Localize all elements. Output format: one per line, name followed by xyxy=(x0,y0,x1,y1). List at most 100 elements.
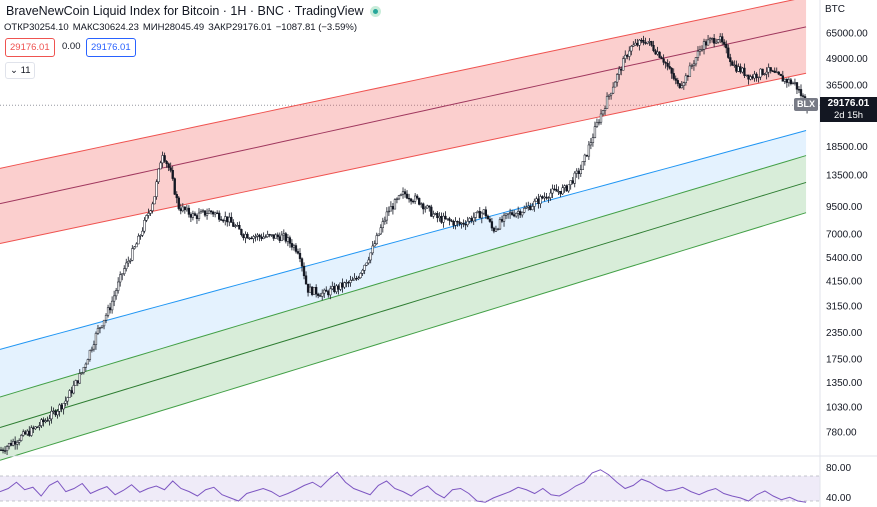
candle xyxy=(700,49,704,51)
candle xyxy=(62,403,65,410)
candle xyxy=(593,126,597,138)
candle xyxy=(349,280,352,283)
candle xyxy=(3,450,7,452)
candle xyxy=(298,253,302,259)
low-label: МИН xyxy=(142,22,165,33)
candle xyxy=(272,234,275,239)
candle xyxy=(159,162,162,170)
rsi-band xyxy=(0,476,820,501)
candle xyxy=(371,245,374,254)
candle xyxy=(747,74,750,80)
candle xyxy=(96,328,100,334)
candle xyxy=(771,70,774,72)
candle xyxy=(428,205,431,208)
candle xyxy=(624,54,627,59)
candle xyxy=(365,262,368,266)
indicators-count: 11 xyxy=(20,65,31,76)
price-axis-label: 3150.00 xyxy=(826,302,863,313)
candle xyxy=(648,41,651,43)
candle xyxy=(347,282,350,284)
candle xyxy=(270,234,273,236)
candle xyxy=(181,206,184,212)
candle xyxy=(258,234,261,238)
candle xyxy=(339,282,342,290)
candle xyxy=(345,282,348,284)
candle xyxy=(510,212,514,215)
candle xyxy=(515,213,518,217)
candle xyxy=(472,217,475,222)
candle xyxy=(512,214,516,217)
candle xyxy=(18,440,21,443)
candle xyxy=(717,39,720,43)
candle xyxy=(151,203,154,211)
candle xyxy=(434,213,437,215)
candle xyxy=(702,41,706,50)
candle xyxy=(30,427,33,436)
candle xyxy=(527,205,530,208)
candle xyxy=(779,73,782,76)
candle xyxy=(753,73,756,79)
candle xyxy=(698,49,702,52)
market-status-icon[interactable] xyxy=(369,6,381,18)
candle xyxy=(403,191,407,195)
candle xyxy=(201,210,205,212)
candle xyxy=(264,236,267,238)
candle xyxy=(555,189,558,192)
candle xyxy=(333,286,336,293)
sell-button[interactable]: 29176.01 xyxy=(5,38,55,57)
candle xyxy=(300,258,304,267)
price-axis-label: 49000.00 xyxy=(826,54,868,65)
candle xyxy=(418,197,421,205)
candle xyxy=(405,193,409,199)
candle xyxy=(149,210,152,214)
candle xyxy=(9,443,13,446)
candle xyxy=(729,57,732,63)
candle xyxy=(438,216,441,219)
candle xyxy=(375,235,378,244)
candle xyxy=(458,221,461,225)
candle xyxy=(7,443,11,447)
candle xyxy=(98,327,102,329)
candle xyxy=(626,54,629,57)
candle xyxy=(543,196,546,199)
candle xyxy=(660,57,663,60)
indicators-toggle[interactable]: ⌄ 11 xyxy=(5,62,36,79)
blue-band-upper xyxy=(0,130,807,350)
candle xyxy=(545,196,548,199)
candle xyxy=(42,419,45,423)
candle xyxy=(238,225,241,230)
candle xyxy=(197,212,201,219)
candle xyxy=(450,220,453,222)
candle xyxy=(535,198,538,202)
candle xyxy=(567,184,570,192)
candle xyxy=(137,235,140,245)
candle xyxy=(167,163,170,168)
candle xyxy=(11,441,15,446)
candle xyxy=(117,281,120,291)
candle xyxy=(205,213,209,216)
candle xyxy=(286,237,290,242)
candle xyxy=(763,73,766,76)
candle xyxy=(529,205,532,210)
candle xyxy=(193,213,197,216)
candle xyxy=(563,185,566,188)
candle xyxy=(502,214,506,222)
candle xyxy=(575,170,578,174)
candle xyxy=(177,197,180,209)
candle xyxy=(0,449,3,451)
candle xyxy=(24,431,27,435)
candle xyxy=(521,212,524,216)
candle xyxy=(66,397,69,402)
candle xyxy=(183,206,186,211)
candle xyxy=(721,36,724,43)
buy-button[interactable]: 29176.01 xyxy=(86,38,136,57)
candle xyxy=(64,400,67,404)
candle xyxy=(644,42,647,44)
candle xyxy=(523,208,526,213)
candle xyxy=(595,122,599,127)
candle xyxy=(581,161,584,170)
red-band-fill xyxy=(0,0,807,244)
candle xyxy=(605,96,609,109)
currency-label[interactable]: BTC xyxy=(825,4,845,15)
